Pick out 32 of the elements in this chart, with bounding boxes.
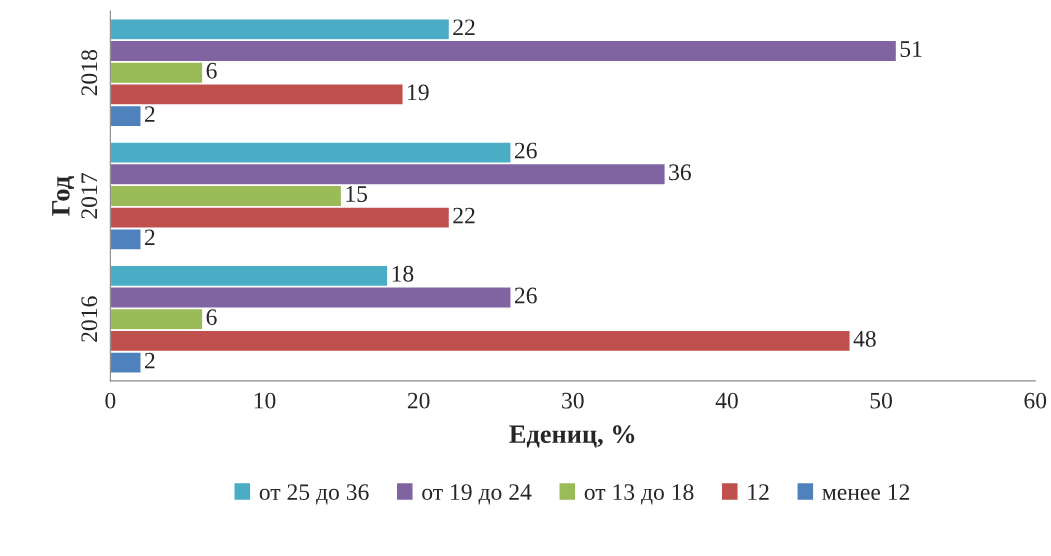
data-label: 2	[145, 106, 155, 122]
data-label: 6	[206, 309, 217, 326]
data-label: 6	[206, 62, 217, 79]
data-label: 22	[453, 207, 475, 224]
x-tick-label: 10	[254, 392, 276, 409]
y-tick-label: 2018	[81, 50, 98, 96]
data-label: 26	[514, 287, 537, 304]
legend-label: от 13 до 18	[584, 484, 694, 505]
x-tick-label: 60	[1024, 392, 1047, 409]
data-label: 48	[853, 330, 876, 347]
y-tick-label: 2016	[81, 296, 98, 342]
data-label: 36	[669, 164, 691, 181]
legend-label: от 25 до 36	[259, 484, 369, 505]
x-tick-label: 30	[562, 392, 584, 409]
data-label: 18	[392, 265, 414, 282]
y-axis-title: Год	[52, 176, 75, 216]
legend-label: от 19 до 24	[422, 484, 532, 505]
data-label: 19	[408, 84, 429, 101]
x-tick-label: 20	[407, 392, 430, 409]
data-label: 51	[900, 41, 922, 57]
data-label: 2	[145, 229, 155, 246]
x-tick-label: 50	[870, 392, 892, 409]
y-tick-label: 2017	[81, 173, 98, 219]
data-label: 22	[453, 19, 475, 36]
x-tick-label: 40	[715, 392, 738, 409]
legend-label: менее 12	[822, 484, 910, 501]
data-label: 2	[145, 352, 155, 369]
x-tick-label: 0	[105, 392, 116, 409]
legend-label: 12	[748, 484, 769, 500]
x-axis-title: Едениц, %	[509, 425, 635, 448]
data-label: 15	[346, 186, 368, 202]
data-label: 26	[514, 142, 537, 159]
